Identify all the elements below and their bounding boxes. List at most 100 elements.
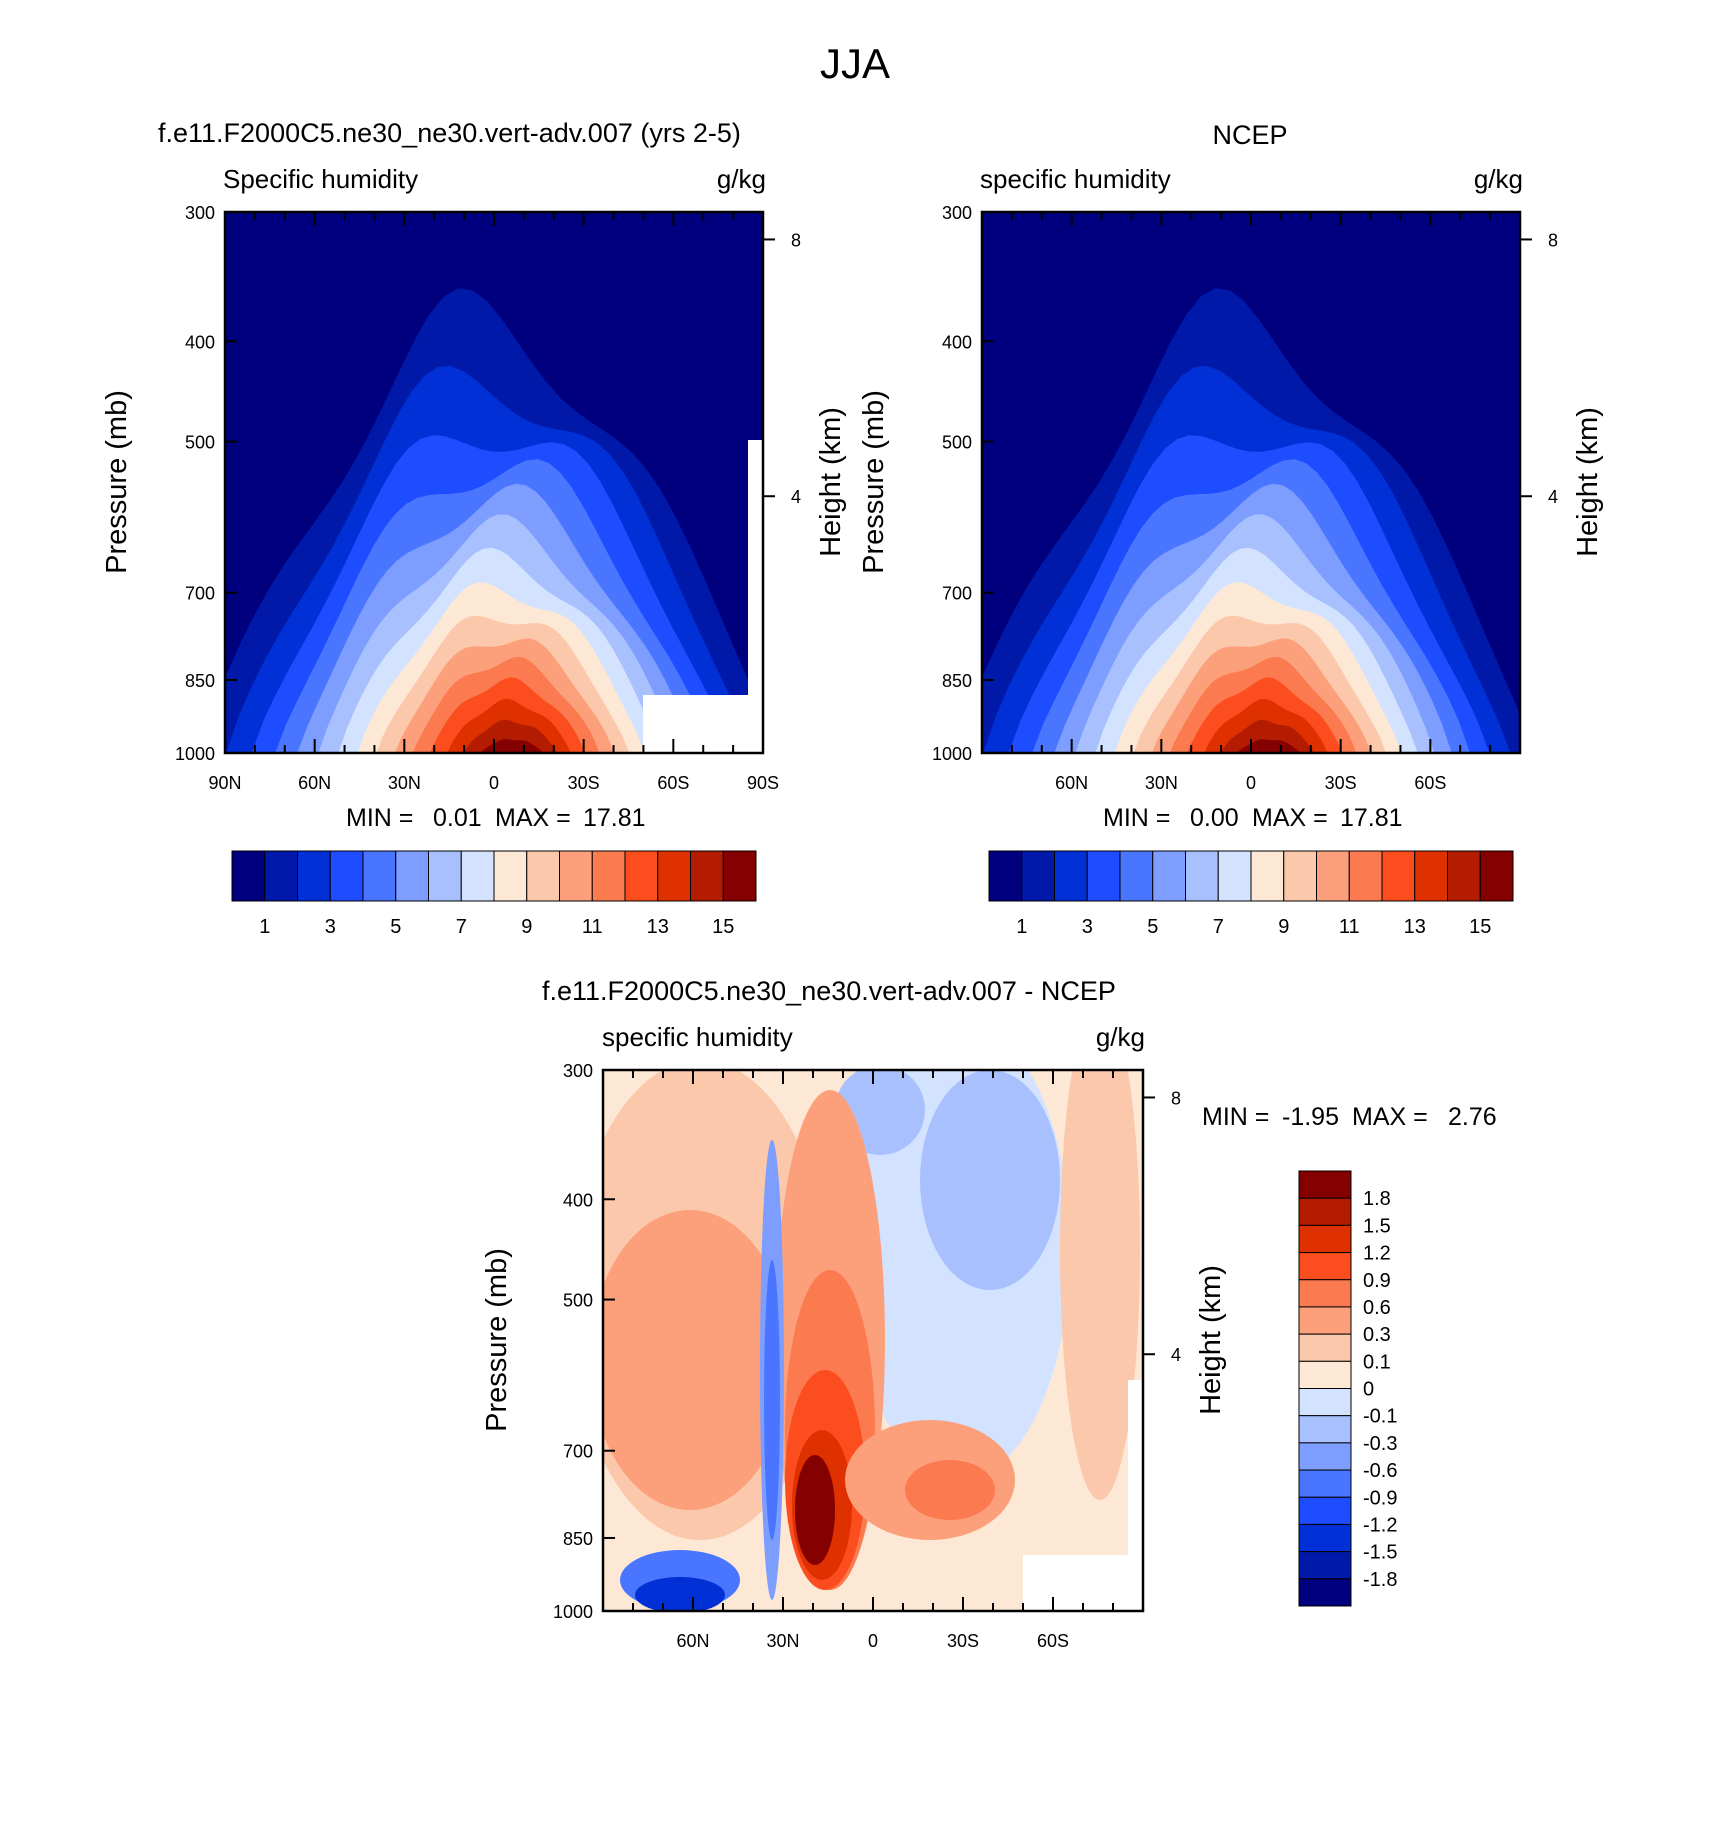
panel-obs-colorbar-swatch-0	[988, 850, 1023, 902]
diff-neg-surface-2	[635, 1577, 725, 1611]
panel-model-xtick-label-30S: 30S	[568, 773, 600, 793]
panel-diff-colorbar-label-11: -0.9	[1363, 1487, 1397, 1509]
diff-pos-south-2	[905, 1460, 995, 1520]
panel-model-colorbar-swatch-2	[297, 850, 331, 902]
panel-model-colorbar-swatch-5	[395, 850, 429, 902]
panel-model-colorbar-label-11: 11	[582, 916, 603, 938]
panel-diff-colorbar-swatch-8	[1298, 1388, 1352, 1417]
panel-obs-axes: 300 400 500 700 850 1000 8 4 60N 30N 0 30S 60S	[932, 203, 1558, 793]
panel-model-contour	[225, 212, 763, 753]
panel-model-y2tick-label-4: 4	[791, 487, 801, 507]
panel-obs-ytick-label-300: 300	[942, 203, 972, 223]
panel-obs-colorbar-label-7: 7	[1213, 916, 1224, 938]
contour-band-1-15	[1237, 739, 1301, 753]
panel-diff-colorbar-label-1: 1.5	[1363, 1215, 1391, 1237]
panel-model-colorbar-label-3: 3	[325, 916, 336, 938]
diff-pos-north-inner	[603, 1210, 790, 1510]
panel-diff-colorbar-label-10: -0.6	[1363, 1460, 1397, 1482]
panel-obs-ytick-label-500: 500	[942, 433, 972, 453]
panel-obs-xtick-label-60N: 60N	[1055, 773, 1088, 793]
panel-model-ytick-label-700: 700	[185, 584, 215, 604]
panel-diff-right-subtitle: g/kg	[1096, 1022, 1145, 1052]
panel-diff-missing-data	[1023, 1555, 1143, 1611]
panel-obs-colorbar-label-9: 9	[1278, 916, 1289, 938]
panel-diff-colorbar-label-14: -1.8	[1363, 1569, 1397, 1591]
panel-model-colorbar-label-7: 7	[456, 916, 467, 938]
panel-obs-colorbar: 1 3 5 7 9 11 13 15	[988, 850, 1514, 938]
panel-diff-xtick-label-60N: 60N	[676, 1631, 709, 1651]
panel-obs-ytick-label-1000: 1000	[932, 744, 972, 764]
panel-diff-left-subtitle: specific humidity	[602, 1022, 793, 1052]
panel-obs-colorbar-swatch-7	[1217, 850, 1252, 902]
panel-diff-colorbar-swatch-6	[1298, 1333, 1352, 1362]
panel-diff-ytick-label-850: 850	[563, 1529, 593, 1549]
panel-model-colorbar-swatch-4	[362, 850, 397, 902]
diff-pos-tropic-5	[795, 1455, 835, 1565]
panel-obs-max-value: 17.81	[1340, 804, 1403, 832]
panel-diff-colorbar-label-12: -1.2	[1363, 1514, 1397, 1536]
panel-model-missing-data	[643, 695, 763, 753]
panel-diff-colorbar-swatch-10	[1298, 1442, 1352, 1471]
panel-obs-min-value: 0.00	[1190, 804, 1239, 832]
panel-model-max-label: MAX =	[495, 804, 571, 832]
panel-obs-colorbar-swatch-12	[1381, 850, 1416, 902]
panel-obs-right-subtitle: g/kg	[1474, 164, 1523, 194]
panel-obs-colorbar-swatch-13	[1414, 850, 1448, 902]
panel-obs-colorbar-label-5: 5	[1147, 916, 1158, 938]
panel-diff-colorbar-label-7: 0	[1363, 1379, 1374, 1401]
panel-model-colorbar-label-9: 9	[521, 916, 532, 938]
panel-diff-y2tick-label-8: 8	[1171, 1088, 1181, 1108]
panel-diff-colorbar-swatch-11	[1298, 1469, 1352, 1498]
panel-model-colorbar-swatch-0	[231, 850, 266, 902]
panel-diff-colorbar-swatch-15	[1298, 1578, 1352, 1607]
panel-model-colorbar-swatch-7	[460, 850, 495, 902]
panel-obs-colorbar-swatch-1	[1021, 850, 1055, 902]
panel-diff-colorbar-swatch-7	[1298, 1360, 1352, 1389]
panel-model-colorbar-swatch-14	[690, 850, 724, 902]
panel-obs-colorbar-swatch-15	[1479, 850, 1514, 902]
panel-model-y2tick-label-8: 8	[791, 230, 801, 250]
panel-model-xtick-label-60N: 60N	[298, 773, 331, 793]
panel-diff-colorbar-label-13: -1.5	[1363, 1542, 1397, 1564]
panel-model-ytick-label-1000: 1000	[175, 744, 215, 764]
contour-band-0-15	[480, 739, 544, 753]
panel-obs-xtick-label-30N: 30N	[1145, 773, 1178, 793]
panel-diff-colorbar-label-6: 0.1	[1363, 1351, 1391, 1373]
panel-diff-colorbar-label-3: 0.9	[1363, 1270, 1391, 1292]
panel-model-axes: 300 400 500 700 850 1000 8 4 90N 60N 30N 0 30S 60S 90S	[175, 203, 801, 793]
panel-diff-xtick-label-60S: 60S	[1037, 1631, 1069, 1651]
panel-diff-min-label: MIN =	[1202, 1103, 1269, 1131]
panel-model-xtick-label-0: 0	[489, 773, 499, 793]
panel-diff-y2label: Height (km)	[1195, 1265, 1227, 1415]
panel-obs-y2tick-label-8: 8	[1548, 230, 1558, 250]
panel-diff-ytick-label-700: 700	[563, 1442, 593, 1462]
panel-model-colorbar-label-15: 15	[712, 916, 734, 938]
panel-diff-colorbar-swatch-12	[1298, 1496, 1352, 1525]
panel-diff-ytick-label-1000: 1000	[553, 1602, 593, 1622]
panel-obs-colorbar-swatch-11	[1348, 850, 1383, 902]
diff-pos-east	[1060, 1070, 1140, 1500]
panel-obs-colorbar-label-3: 3	[1082, 916, 1093, 938]
panel-diff-xtick-label-30N: 30N	[766, 1631, 799, 1651]
panel-model-ytick-label-400: 400	[185, 332, 215, 352]
diff-neg-south-inner	[920, 1070, 1060, 1290]
panel-diff-xtick-label-30S: 30S	[947, 1631, 979, 1651]
panel-diff-colorbar-label-5: 0.3	[1363, 1324, 1391, 1346]
panel-model-y2label: Height (km)	[815, 407, 847, 557]
panel-model-colorbar-label-13: 13	[647, 916, 669, 938]
panel-obs-min-label: MIN =	[1103, 804, 1170, 832]
panel-obs-y2label: Height (km)	[1572, 407, 1604, 557]
panel-diff-colorbar-swatch-2	[1298, 1224, 1352, 1254]
panel-obs-colorbar-label-11: 11	[1339, 916, 1360, 938]
panel-model-left-subtitle: Specific humidity	[223, 164, 418, 194]
panel-diff-axes: 300 400 500 700 850 1000 8 4 60N 30N 0 30S 60S	[553, 1061, 1181, 1651]
panel-model: f.e11.F2000C5.ne30_ne30.vert-adv.007 (yr…	[101, 118, 847, 938]
panel-diff-colorbar-swatch-4	[1298, 1279, 1352, 1308]
panel-obs: NCEP specific humidity g/kg 300400500700…	[858, 120, 1604, 938]
panel-diff-colorbar-swatch-0	[1298, 1170, 1352, 1199]
panel-diff-colorbar-label-0: 1.8	[1363, 1188, 1391, 1210]
panel-obs-ytick-label-850: 850	[942, 671, 972, 691]
panel-obs-colorbar-swatch-2	[1054, 850, 1088, 902]
panel-model-colorbar-swatch-12	[624, 850, 659, 902]
